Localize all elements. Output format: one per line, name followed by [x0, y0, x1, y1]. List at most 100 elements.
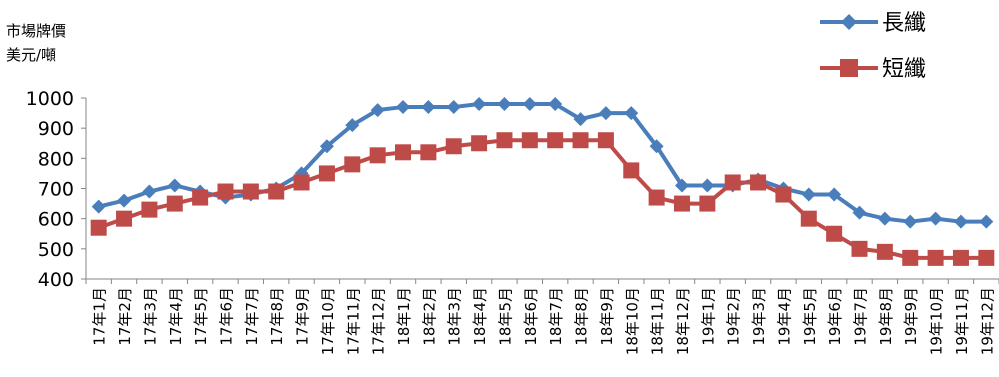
- data-point-square: [699, 195, 716, 212]
- data-point-square: [826, 225, 843, 242]
- x-tick-label: 19年8月: [877, 287, 895, 346]
- data-point-diamond: [903, 214, 918, 229]
- data-point-square: [775, 186, 792, 203]
- data-point-square: [597, 132, 614, 149]
- y-tick-label: 900: [38, 118, 74, 140]
- data-point-diamond: [319, 139, 334, 154]
- data-point-diamond: [396, 100, 411, 115]
- data-point-square: [876, 243, 893, 260]
- x-tick-label: 18年11月: [649, 287, 667, 355]
- data-point-square: [800, 210, 817, 227]
- data-point-diamond: [446, 100, 461, 115]
- x-tick-label: 18年12月: [674, 287, 692, 355]
- data-point-diamond: [674, 178, 689, 193]
- data-point-diamond: [421, 100, 436, 115]
- data-point-square: [750, 174, 767, 191]
- data-point-diamond: [472, 97, 487, 112]
- data-point-diamond: [953, 214, 968, 229]
- data-point-square: [521, 132, 538, 149]
- x-tick-label: 18年7月: [547, 287, 565, 346]
- data-point-square: [547, 132, 564, 149]
- x-tick-label: 18年10月: [623, 287, 641, 355]
- data-point-diamond: [167, 178, 182, 193]
- y-unit-label-line2: 美元/噸: [6, 46, 57, 64]
- y-tick-label: 400: [38, 269, 74, 291]
- data-point-square: [217, 183, 234, 200]
- data-point-square: [395, 144, 412, 161]
- x-tick-label: 19年6月: [826, 287, 844, 346]
- data-point-diamond: [142, 184, 157, 199]
- data-point-square: [572, 132, 589, 149]
- y-tick-label: 600: [38, 209, 74, 231]
- legend-marker-square: [840, 59, 858, 77]
- data-point-diamond: [877, 211, 892, 226]
- data-point-diamond: [649, 139, 664, 154]
- data-point-square: [648, 189, 665, 206]
- x-tick-label: 19年11月: [953, 287, 971, 355]
- x-tick-label: 19年7月: [852, 287, 870, 346]
- data-point-diamond: [700, 178, 715, 193]
- data-point-square: [851, 240, 868, 257]
- legend-label: 長纖: [882, 11, 926, 36]
- legend-marker-diamond: [841, 14, 857, 30]
- data-point-square: [978, 249, 995, 266]
- data-point-square: [952, 249, 969, 266]
- series-2: [90, 132, 995, 266]
- data-point-square: [420, 144, 437, 161]
- data-point-square: [471, 135, 488, 152]
- x-tick-label: 17年12月: [370, 287, 388, 355]
- data-point-diamond: [522, 97, 537, 112]
- x-tick-label: 18年4月: [471, 287, 489, 346]
- x-tick-label: 19年5月: [801, 287, 819, 346]
- x-tick-label: 18年5月: [496, 287, 514, 346]
- x-tick-label: 18年1月: [395, 287, 413, 346]
- y-tick-label: 700: [38, 179, 74, 201]
- x-tick-label: 19年9月: [902, 287, 920, 346]
- data-point-square: [445, 138, 462, 155]
- series-line: [98, 102, 987, 224]
- x-tick-label: 17年6月: [217, 287, 235, 346]
- data-point-square: [318, 165, 335, 182]
- data-point-diamond: [624, 106, 639, 121]
- legend-label: 短纖: [882, 57, 926, 82]
- data-point-diamond: [801, 187, 816, 202]
- data-point-square: [673, 195, 690, 212]
- x-tick-label: 17年9月: [294, 287, 312, 346]
- x-tick-label: 17年7月: [243, 287, 261, 346]
- legend-item-2: 短纖: [820, 57, 926, 82]
- data-point-square: [90, 219, 107, 236]
- data-point-square: [166, 195, 183, 212]
- x-tick-label: 19年2月: [725, 287, 743, 346]
- data-point-square: [192, 189, 209, 206]
- x-tick-label: 17年5月: [192, 287, 210, 346]
- y-tick-label: 800: [38, 148, 74, 170]
- x-tick-label: 17年4月: [167, 287, 185, 346]
- x-tick-label: 19年12月: [978, 287, 996, 355]
- data-point-diamond: [573, 112, 588, 127]
- x-tick-label: 19年1月: [699, 287, 717, 346]
- data-point-square: [293, 174, 310, 191]
- x-tick-label: 18年8月: [573, 287, 591, 346]
- x-tick-label: 19年3月: [750, 287, 768, 346]
- data-point-square: [927, 249, 944, 266]
- x-tick-label: 17年2月: [116, 287, 134, 346]
- x-tick-label: 19年10月: [928, 287, 946, 355]
- data-point-diamond: [91, 199, 106, 214]
- data-point-square: [623, 162, 640, 179]
- y-tick-label: 500: [38, 239, 74, 261]
- data-point-diamond: [345, 118, 360, 133]
- x-tick-label: 19年4月: [775, 287, 793, 346]
- data-point-diamond: [598, 106, 613, 121]
- data-point-square: [344, 156, 361, 173]
- x-tick-label: 18年3月: [446, 287, 464, 346]
- data-point-square: [141, 201, 158, 218]
- data-point-square: [116, 210, 133, 227]
- x-tick-label: 17年10月: [319, 287, 337, 355]
- data-point-square: [724, 174, 741, 191]
- data-point-diamond: [827, 187, 842, 202]
- x-tick-label: 17年1月: [91, 287, 109, 346]
- y-tick-label: 1000: [26, 88, 74, 110]
- data-point-square: [496, 132, 513, 149]
- x-tick-label: 18年6月: [522, 287, 540, 346]
